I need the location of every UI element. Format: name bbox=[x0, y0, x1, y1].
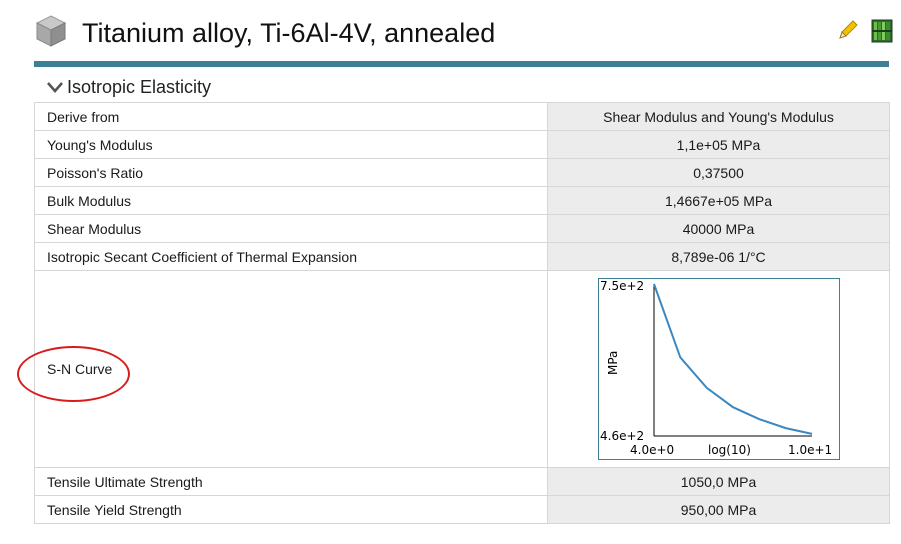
sn-series-line-0 bbox=[652, 283, 812, 435]
pencil-icon[interactable] bbox=[836, 18, 860, 42]
table-row: Derive from Shear Modulus and Young's Mo… bbox=[34, 102, 890, 131]
row-value[interactable]: 40000 MPa bbox=[547, 214, 890, 243]
row-value[interactable]: 8,789e-06 1/°C bbox=[547, 242, 890, 271]
table-row-sn-curve: S-N Curve 7.5e+2 4.6e+2 MPa 4.0e+0 log(1… bbox=[34, 270, 890, 468]
row-label: Tensile Ultimate Strength bbox=[34, 467, 548, 496]
material-header: Titanium alloy, Ti-6Al-4V, annealed bbox=[0, 0, 901, 62]
row-value[interactable]: 950,00 MPa bbox=[547, 495, 890, 524]
library-books-icon[interactable] bbox=[870, 18, 894, 44]
y-min-tick-label: 4.6e+2 bbox=[600, 429, 644, 443]
table-row: Poisson's Ratio 0,37500 bbox=[34, 158, 890, 187]
row-value[interactable]: 1050,0 MPa bbox=[547, 467, 890, 496]
row-label: Bulk Modulus bbox=[34, 186, 548, 215]
table-row: Bulk Modulus 1,4667e+05 MPa bbox=[34, 186, 890, 215]
section-header-isotropic-elasticity[interactable]: Isotropic Elasticity bbox=[34, 72, 889, 102]
row-value[interactable]: 1,1e+05 MPa bbox=[547, 130, 890, 159]
row-value[interactable]: 0,37500 bbox=[547, 158, 890, 187]
x-max-tick-label: 1.0e+1 bbox=[788, 443, 832, 457]
row-label: Shear Modulus bbox=[34, 214, 548, 243]
table-row: Isotropic Secant Coefficient of Thermal … bbox=[34, 242, 890, 271]
page-title: Titanium alloy, Ti-6Al-4V, annealed bbox=[82, 18, 496, 48]
title-underline bbox=[34, 61, 889, 67]
table-row: Tensile Ultimate Strength 1050,0 MPa bbox=[34, 467, 890, 496]
chevron-down-icon bbox=[47, 82, 63, 93]
properties-table: Derive from Shear Modulus and Young's Mo… bbox=[34, 102, 890, 524]
y-axis-label: MPa bbox=[606, 351, 620, 375]
row-label: Isotropic Secant Coefficient of Thermal … bbox=[34, 242, 548, 271]
section-title: Isotropic Elasticity bbox=[67, 76, 212, 97]
y-max-tick-label: 7.5e+2 bbox=[600, 279, 644, 293]
row-value[interactable]: 1,4667e+05 MPa bbox=[547, 186, 890, 215]
cube-icon bbox=[35, 15, 67, 47]
row-label: Poisson's Ratio bbox=[34, 158, 548, 187]
table-row: Young's Modulus 1,1e+05 MPa bbox=[34, 130, 890, 159]
x-min-tick-label: 4.0e+0 bbox=[630, 443, 674, 457]
sn-curve-cell[interactable]: 7.5e+2 4.6e+2 MPa 4.0e+0 log(10) 1.0e+1 bbox=[547, 270, 890, 468]
table-row: Shear Modulus 40000 MPa bbox=[34, 214, 890, 243]
row-value[interactable]: Shear Modulus and Young's Modulus bbox=[547, 102, 890, 131]
x-axis-label: log(10) bbox=[708, 443, 751, 457]
sn-curve-label: S-N Curve bbox=[34, 270, 548, 468]
sn-curve-chart[interactable]: 7.5e+2 4.6e+2 MPa 4.0e+0 log(10) 1.0e+1 bbox=[597, 278, 840, 460]
row-label: Tensile Yield Strength bbox=[34, 495, 548, 524]
row-label: Derive from bbox=[34, 102, 548, 131]
row-label: Young's Modulus bbox=[34, 130, 548, 159]
table-row: Tensile Yield Strength 950,00 MPa bbox=[34, 495, 890, 524]
